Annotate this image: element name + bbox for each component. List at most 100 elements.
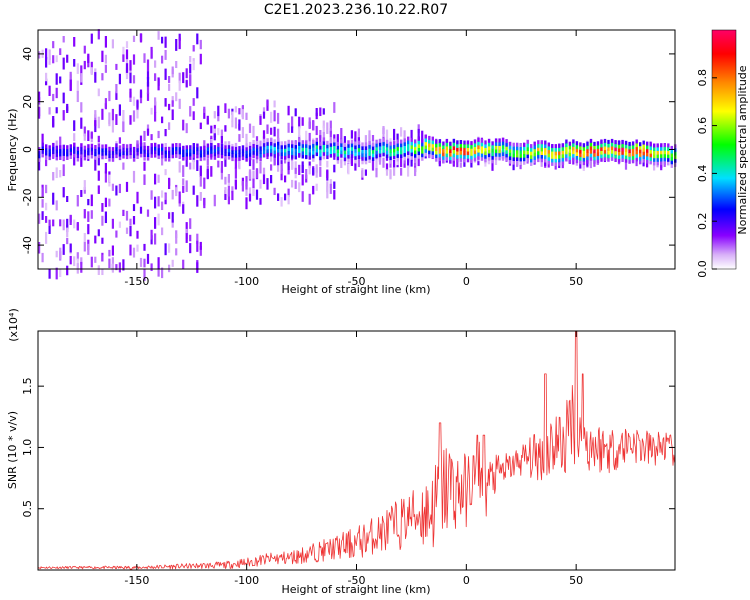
spectrogram-cell: [185, 233, 188, 243]
spectrogram-cell: [631, 155, 635, 160]
spectrogram-cell: [182, 72, 185, 84]
spectrogram-cell: [132, 216, 136, 225]
spectrogram-cell: [234, 179, 237, 186]
spectrogram-cell: [199, 176, 202, 187]
spectrogram-cell: [227, 141, 231, 146]
spectrogram-cell: [150, 263, 153, 271]
spectrogram-cell: [266, 152, 269, 157]
spectrogram-cell: [132, 96, 136, 106]
spectrogram-cell: [291, 143, 294, 148]
spectrogram-cell: [38, 91, 41, 101]
spectrogram-cell: [663, 150, 666, 155]
spectrogram-cell: [470, 144, 473, 149]
spectrogram-cell: [118, 156, 122, 161]
spectrogram-cell: [97, 116, 100, 129]
spectrogram-cell: [326, 140, 329, 145]
spectrogram-cell: [357, 144, 361, 149]
spectrogram-cell: [210, 146, 213, 151]
spectrogram-cell: [139, 146, 143, 151]
spectrogram-cell: [245, 176, 248, 187]
spectrogram-cell: [48, 50, 51, 61]
spectrogram-cell: [663, 160, 666, 165]
spectrogram-cell: [234, 153, 238, 158]
spectrogram-cell: [628, 156, 631, 161]
colorbar-tick-label: 0.8: [696, 69, 709, 87]
spectrogram-cell: [512, 142, 515, 147]
spectrogram-cell: [199, 157, 203, 162]
spectrogram-cell: [266, 178, 269, 190]
spectrogram-cell: [329, 183, 332, 194]
spectrogram-cell: [354, 155, 357, 160]
spectrogram-cell: [146, 81, 150, 94]
spectrogram-cell: [189, 106, 192, 117]
spectrogram-cell: [245, 157, 248, 162]
spectrogram-cell: [161, 154, 164, 159]
spectrogram-cell: [280, 152, 283, 156]
spectrogram-cell: [94, 256, 97, 263]
spectrogram-cell: [108, 157, 111, 162]
spectrogram-cell: [189, 155, 192, 160]
spectrogram-cell: [512, 149, 515, 154]
spectrogram-cell: [635, 153, 638, 158]
spectrogram-cell: [491, 159, 494, 171]
spectrogram-cell: [266, 141, 269, 146]
spectrogram-cell: [227, 144, 231, 149]
spectrogram-cell: [551, 161, 554, 166]
colorbar: 0.00.20.40.60.8 Normalized spectral ampl…: [696, 29, 749, 278]
spectrogram-cell: [568, 141, 572, 146]
spectrogram-cell: [52, 142, 55, 147]
spectrogram-cell: [653, 154, 656, 159]
spectrogram-cell: [649, 146, 652, 151]
spectrogram-cell: [301, 151, 304, 155]
spectrogram-cell: [273, 157, 276, 166]
spectrogram-cell: [491, 155, 494, 160]
spectrogram-cell: [322, 132, 325, 143]
spectrogram-cell: [108, 90, 111, 102]
spectrogram-cell: [600, 154, 603, 159]
spectrogram-cell: [617, 148, 621, 152]
spectrogram-cell: [277, 128, 280, 140]
spectrogram-cell: [115, 150, 118, 155]
spectrogram-cell: [315, 145, 318, 149]
spectrogram-cell: [234, 146, 238, 151]
spectrogram-cell: [73, 153, 76, 158]
spectrogram-cell: [62, 155, 65, 160]
spectrogram-cell: [568, 145, 572, 150]
spectrogram-cell: [161, 116, 164, 124]
spectrogram-cell: [224, 144, 227, 149]
spectrogram-cell: [139, 257, 143, 267]
spectrogram-cell: [203, 198, 206, 209]
spectrogram-cell: [438, 146, 442, 151]
spectrogram-cell: [213, 152, 217, 157]
spectrogram-cell: [554, 158, 557, 163]
spectrogram-cell: [262, 167, 266, 175]
spectrogram-cell: [111, 218, 114, 229]
spectrogram-cell: [76, 80, 79, 93]
spectrogram-cell: [582, 143, 586, 148]
spectrogram-cell: [424, 141, 427, 146]
spectrogram-cell: [248, 193, 252, 202]
spectrogram-cell: [343, 150, 347, 155]
spectrogram-cell: [410, 141, 413, 146]
spectrogram-cell: [343, 142, 347, 147]
spectrogram-cell: [530, 154, 533, 159]
spectrogram-cell: [189, 148, 192, 153]
spectrogram-cell: [660, 146, 663, 151]
spectrogram-cell: [653, 161, 656, 171]
spectrogram-cell: [41, 187, 44, 198]
spectrogram-cell: [38, 157, 41, 162]
spectrogram-cell: [217, 143, 220, 148]
spectrogram-cell: [308, 152, 311, 157]
spectrogram-cell: [168, 146, 171, 151]
spectrogram-cell: [589, 156, 593, 161]
spectrogram-cell: [259, 115, 262, 125]
spectrogram-cell: [456, 140, 459, 145]
spectrogram-cell: [400, 127, 403, 137]
spectrogram-cell: [368, 159, 371, 163]
spectrogram-cell: [189, 243, 192, 254]
spectrogram-cell: [610, 153, 614, 158]
spectrogram-cell: [101, 268, 104, 276]
spectrogram-cell: [452, 156, 456, 161]
spectrogram-cell: [357, 155, 361, 159]
